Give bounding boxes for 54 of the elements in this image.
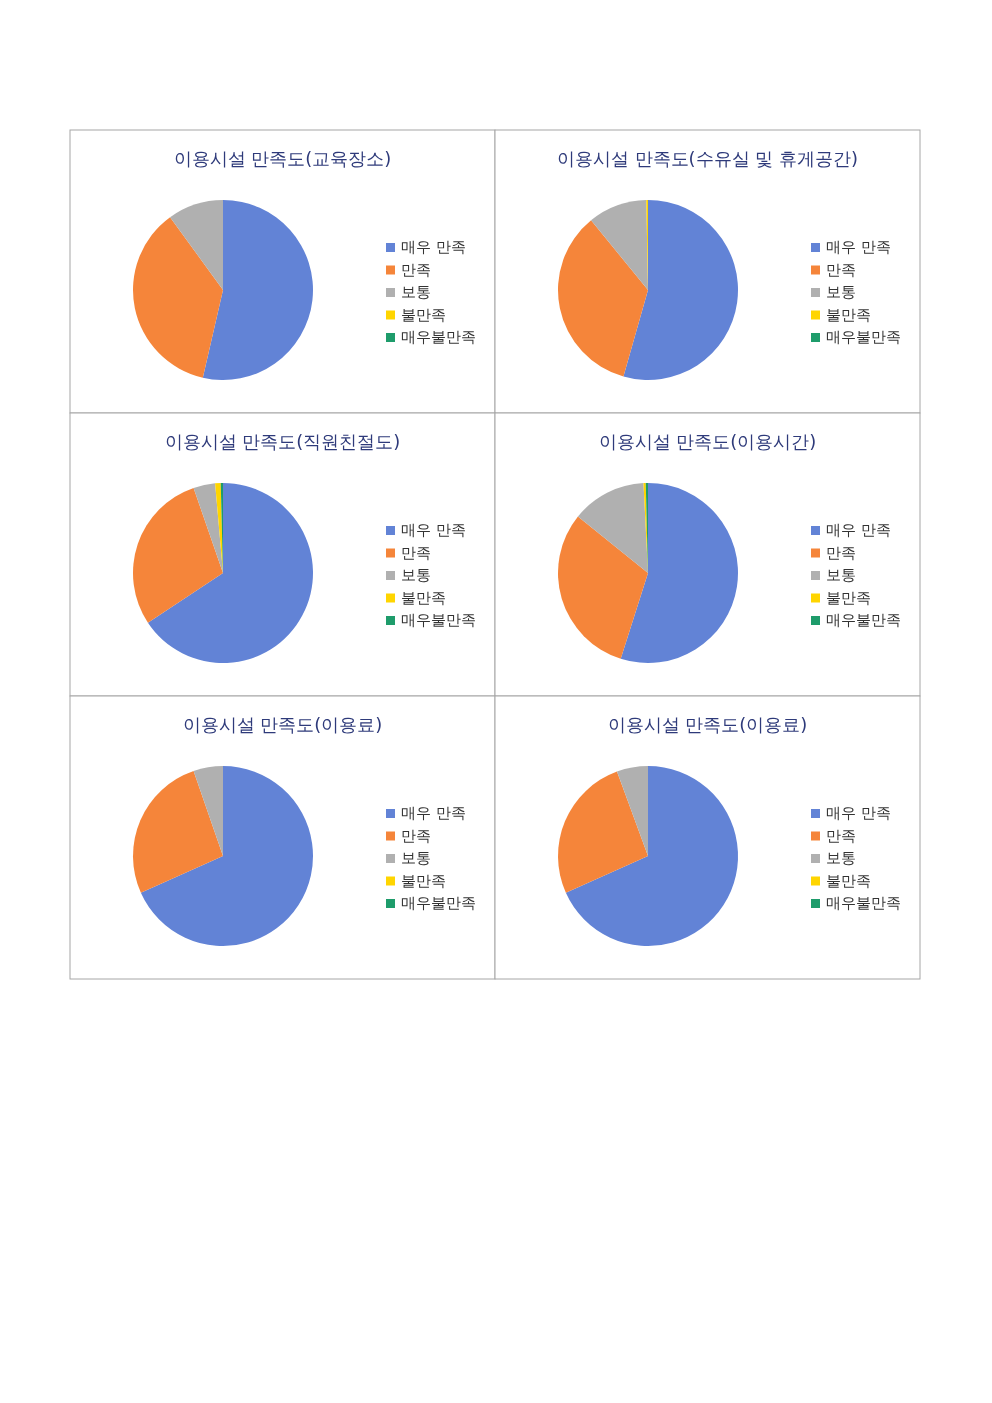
chart-title: 이용시설 만족도(직원친절도) [164, 431, 401, 452]
legend-label: 매우불만족 [826, 894, 901, 912]
legend-label: 매우 만족 [826, 521, 891, 539]
chart-title: 이용시설 만족도(교육장소) [173, 148, 392, 169]
legend-label: 보통 [401, 566, 431, 584]
legend-label: 매우 만족 [401, 521, 466, 539]
pie-slice [623, 200, 738, 380]
legend-label: 보통 [826, 849, 856, 867]
pie-slice [133, 217, 223, 378]
pie-slice [620, 483, 738, 663]
chart-title: 이용시설 만족도(수유실 및 휴게공간) [556, 148, 859, 169]
legend-label: 만족 [401, 543, 431, 562]
legend-label: 매우불만족 [401, 894, 476, 912]
legend-label: 매우 만족 [401, 804, 466, 822]
legend-label: 불만족 [826, 588, 871, 607]
legend-label: 매우 만족 [826, 238, 891, 256]
legend-label: 매우불만족 [826, 611, 901, 629]
legend-label: 불만족 [826, 305, 871, 324]
legend-label: 만족 [401, 826, 431, 845]
pie-slice [558, 771, 648, 893]
pie-slice [202, 200, 313, 380]
legend-label: 보통 [401, 849, 431, 867]
legend-label: 만족 [401, 260, 431, 279]
pie-slice [591, 200, 648, 290]
legend-label: 불만족 [826, 871, 871, 890]
pie-slice [133, 770, 223, 893]
pie-slice [558, 220, 648, 377]
pie-slice [170, 200, 223, 290]
legend-label: 매우불만족 [826, 328, 901, 346]
legend-label: 매우 만족 [401, 238, 466, 256]
legend-label: 만족 [826, 543, 856, 562]
legend-label: 매우 만족 [826, 804, 891, 822]
pie-slice [133, 487, 223, 623]
legend-label: 만족 [826, 826, 856, 845]
pie-slice [140, 766, 313, 946]
legend-label: 만족 [826, 260, 856, 279]
legend-label: 매우불만족 [401, 328, 476, 346]
pie-slice [193, 483, 223, 573]
pie-slice [616, 766, 648, 856]
legend-label: 불만족 [401, 871, 446, 890]
legend-label: 불만족 [401, 588, 446, 607]
pie-slice [565, 766, 738, 946]
pie-slice [577, 483, 648, 573]
chart-title: 이용시설 만족도(이용료) [607, 714, 808, 735]
chart-title: 이용시설 만족도(이용시간) [598, 431, 817, 452]
pie-slice [147, 483, 313, 663]
chart-title: 이용시설 만족도(이용료) [182, 714, 383, 735]
legend-label: 불만족 [401, 305, 446, 324]
legend-label: 매우불만족 [401, 611, 476, 629]
legend-label: 보통 [826, 566, 856, 584]
legend-label: 보통 [401, 283, 431, 301]
pie-slice [193, 766, 223, 856]
legend-label: 보통 [826, 283, 856, 301]
pie-slice [558, 516, 648, 659]
